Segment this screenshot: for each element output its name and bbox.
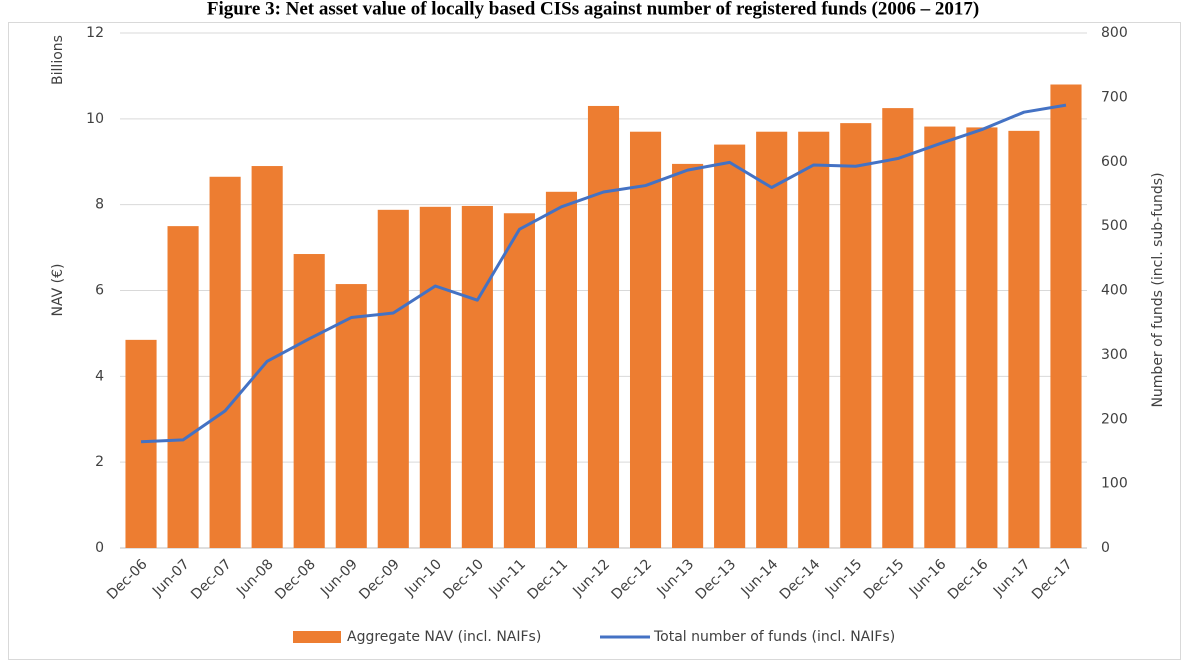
x-tick-label: Dec-17 [1029,556,1076,603]
x-tick-label: Jun-13 [654,556,698,600]
x-tick-label: Jun-09 [317,556,361,600]
legend-swatch [293,631,341,643]
bar [966,127,998,549]
y-tick-label: 4 [95,368,104,384]
bar [1050,84,1082,548]
bar [714,144,746,549]
bar [419,206,451,548]
bar [545,191,578,548]
y2-tick-label: 300 [1101,347,1128,363]
y2-tick-label: 200 [1101,411,1128,427]
bar [1008,130,1040,548]
x-tick-label: Jun-08 [233,556,277,600]
y2-tick-label: 100 [1101,476,1128,492]
y2-tick-label: 500 [1101,218,1128,234]
x-tick-label: Dec-15 [861,556,908,603]
x-tick-label: Jun-17 [990,556,1034,600]
x-tick-label: Jun-12 [569,556,613,600]
x-tick-label: Dec-12 [609,556,656,603]
x-tick-label: Jun-14 [738,556,782,600]
bar [209,176,241,549]
bar [377,209,409,549]
x-tick-label: Jun-07 [149,556,193,600]
x-tick-label: Jun-11 [485,556,529,600]
y2-tick-label: 800 [1101,25,1128,41]
x-tick-label: Dec-06 [104,556,151,603]
y-axis-label: NAV (€) [50,263,66,316]
y2-tick-label: 0 [1101,540,1110,556]
x-tick-label: Dec-14 [777,556,824,603]
x-tick-label: Jun-10 [401,556,445,600]
x-tick-label: Jun-15 [822,556,866,600]
y-unit-label: Billions [50,35,66,85]
bar [293,254,325,549]
x-tick-label: Dec-11 [524,556,571,603]
x-tick-label: Dec-13 [693,556,740,603]
y-tick-label: 10 [86,111,104,127]
x-tick-label: Jun-16 [906,556,950,600]
bar [125,339,157,548]
line [140,103,1067,444]
y-tick-label: 12 [86,25,104,41]
legend-label: Aggregate NAV (incl. NAIFs) [347,629,541,645]
bar [882,108,914,549]
x-tick-label: Dec-10 [440,556,487,603]
y2-tick-label: 700 [1101,89,1128,105]
bar [798,131,830,549]
bar [587,105,620,548]
legend: Aggregate NAV (incl. NAIFs) Total number … [293,629,895,645]
y-tick-label: 8 [95,197,104,213]
bar [756,131,788,549]
legend-label: Total number of funds (incl. NAIFs) [653,629,895,645]
y2-tick-label: 600 [1101,154,1128,170]
y2-tick-label: 400 [1101,283,1128,299]
x-tick-label: Dec-09 [356,556,403,603]
bar [629,131,662,549]
y2-axis-label: Number of funds (incl. sub-funds) [1150,172,1166,407]
bar [924,126,956,548]
chart-frame [8,22,1181,660]
bar [167,226,199,548]
y-tick-label: 6 [95,283,104,299]
chart-title: Figure 3: Net asset value of locally bas… [207,0,979,19]
x-tick-label: Dec-08 [272,556,319,603]
bar [672,163,704,549]
y-tick-label: 2 [95,454,104,470]
bar [461,205,493,548]
x-tick-label: Dec-16 [945,556,992,603]
bar [840,123,872,548]
bar [335,284,367,548]
y-tick-label: 0 [95,540,104,556]
x-tick-label: Dec-07 [188,556,235,603]
bar [503,213,535,548]
